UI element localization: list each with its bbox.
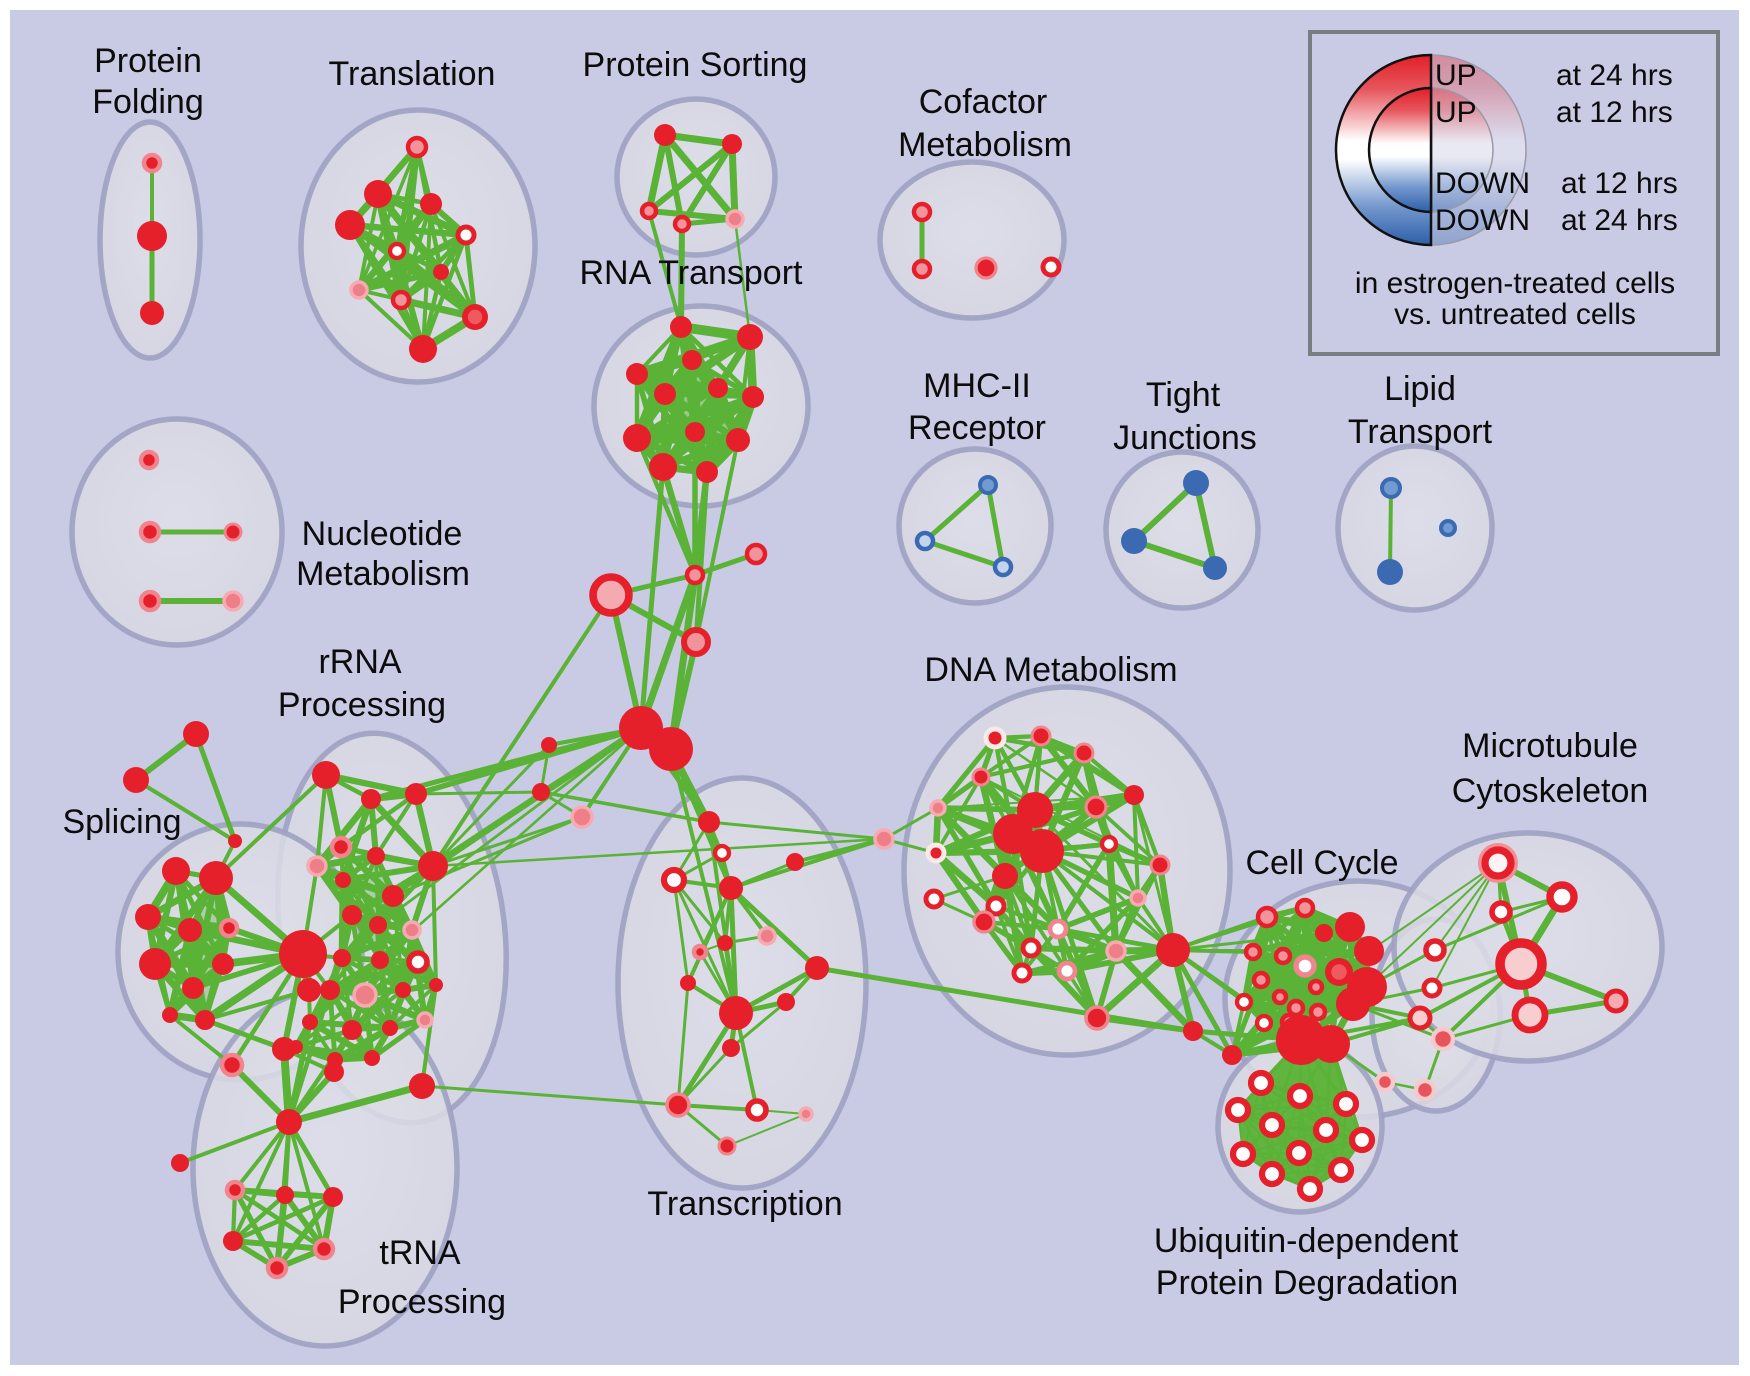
svg-text:Transcription: Transcription xyxy=(647,1185,842,1223)
svg-text:DOWN: DOWN xyxy=(1435,204,1530,237)
svg-text:tRNA: tRNA xyxy=(379,1234,461,1272)
svg-text:Tight: Tight xyxy=(1146,376,1221,414)
svg-text:Metabolism: Metabolism xyxy=(296,555,470,593)
svg-text:vs. untreated cells: vs. untreated cells xyxy=(1394,298,1636,331)
svg-text:Translation: Translation xyxy=(329,55,496,93)
svg-text:Receptor: Receptor xyxy=(908,409,1046,447)
svg-text:at 12 hrs: at 12 hrs xyxy=(1561,167,1678,200)
svg-text:DOWN: DOWN xyxy=(1435,167,1530,200)
svg-text:UP: UP xyxy=(1435,59,1477,92)
svg-text:Protein Degradation: Protein Degradation xyxy=(1156,1264,1458,1302)
svg-text:Lipid: Lipid xyxy=(1384,370,1456,408)
svg-text:Nucleotide: Nucleotide xyxy=(302,515,463,553)
svg-text:DNA Metabolism: DNA Metabolism xyxy=(924,651,1177,689)
svg-text:at 24 hrs: at 24 hrs xyxy=(1561,204,1678,237)
svg-text:Processing: Processing xyxy=(338,1283,506,1321)
svg-text:Cofactor: Cofactor xyxy=(919,83,1048,121)
svg-text:in estrogen-treated cells: in estrogen-treated cells xyxy=(1355,267,1675,300)
svg-text:Transport: Transport xyxy=(1348,413,1493,451)
svg-text:rRNA: rRNA xyxy=(318,643,401,681)
svg-text:Protein: Protein xyxy=(94,42,202,80)
svg-text:UP: UP xyxy=(1435,96,1477,129)
svg-text:Metabolism: Metabolism xyxy=(898,126,1072,164)
svg-text:RNA Transport: RNA Transport xyxy=(580,254,804,292)
svg-text:at 24 hrs: at 24 hrs xyxy=(1556,59,1673,92)
svg-text:Folding: Folding xyxy=(92,83,204,121)
svg-text:MHC-II: MHC-II xyxy=(923,367,1031,405)
svg-text:Protein Sorting: Protein Sorting xyxy=(583,46,808,84)
svg-text:Junctions: Junctions xyxy=(1113,419,1257,457)
svg-text:Microtubule: Microtubule xyxy=(1462,727,1638,765)
svg-text:Splicing: Splicing xyxy=(62,803,181,841)
svg-text:Processing: Processing xyxy=(278,686,446,724)
svg-text:Cell Cycle: Cell Cycle xyxy=(1245,844,1398,882)
svg-text:Cytoskeleton: Cytoskeleton xyxy=(1452,772,1649,810)
svg-text:at 12 hrs: at 12 hrs xyxy=(1556,96,1673,129)
svg-text:Ubiquitin-dependent: Ubiquitin-dependent xyxy=(1154,1222,1459,1260)
